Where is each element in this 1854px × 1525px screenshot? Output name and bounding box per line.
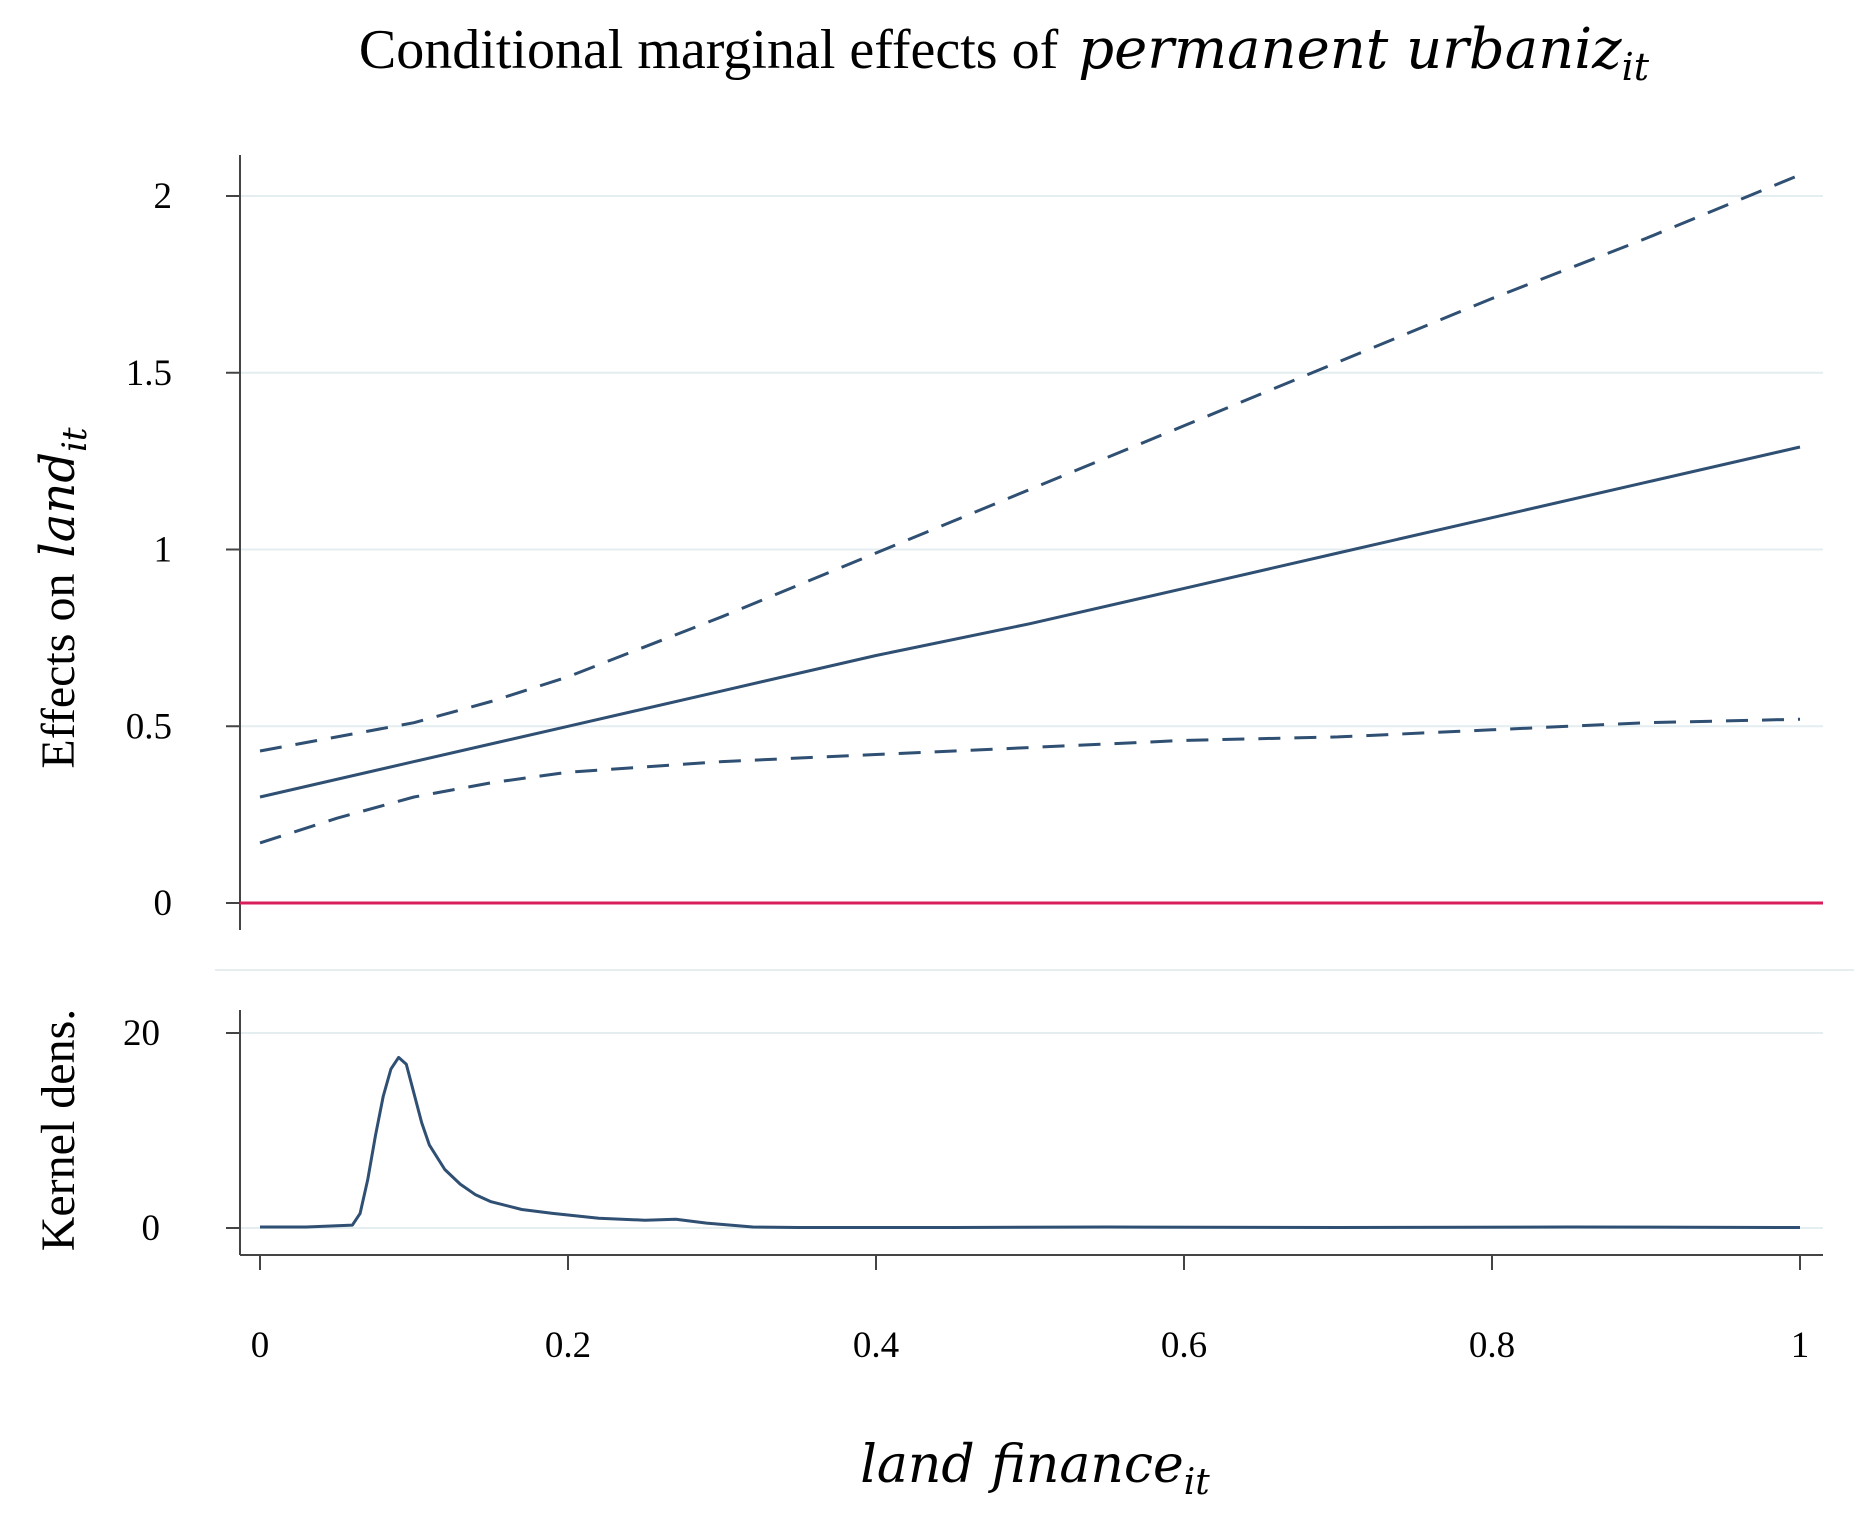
density-y-tick-label: 0: [142, 1208, 161, 1249]
effects-y-axis-title: Effects on landit: [30, 427, 95, 769]
effects-y-tick-label: 2: [154, 176, 173, 217]
density-series: [260, 1055, 1801, 1229]
kernel-density-panel: 0 20 0 0.2 0.4 0.6 0.8 1 Kernel dens. land fin…: [32, 1009, 1823, 1503]
title-plain: Conditional marginal effects of: [359, 19, 1059, 81]
x-axis-subscript: it: [1184, 1462, 1211, 1503]
effects-panel: 0 0.5 1 1.5 2 Effects on landit: [30, 155, 1823, 930]
chart-title-text: Conditional marginal effects of permanent…: [359, 17, 1650, 89]
x-ticks: 0 0.2 0.4 0.6 0.8 1: [251, 1255, 1810, 1366]
density-y-tick-label: 20: [123, 1013, 160, 1054]
kernel-density-line: [260, 1055, 1801, 1229]
density-y-axis-title: Kernel dens.: [32, 1009, 85, 1252]
effects-y-math: land: [30, 452, 86, 558]
x-axis-math: land finance: [860, 1435, 1184, 1495]
effects-gridlines: [240, 195, 1823, 728]
density-y-ticks: 0 20: [123, 1013, 240, 1249]
title-math: permanent urbaniz: [1078, 17, 1622, 82]
x-tick-label: 0: [251, 1325, 270, 1366]
x-tick-label: 0.8: [1469, 1325, 1515, 1366]
effects-series: [259, 173, 1801, 845]
chart-title: Conditional marginal effects of permanent…: [359, 17, 1650, 89]
effects-y-tick-label: 0: [154, 883, 173, 924]
x-tick-label: 0.6: [1161, 1325, 1207, 1366]
x-tick-label: 1: [1791, 1325, 1810, 1366]
x-tick-label: 0.4: [853, 1325, 899, 1366]
confidence-bound-line: [259, 717, 1801, 845]
density-gridlines: [240, 1032, 1823, 1229]
effects-y-tick-label: 0.5: [126, 706, 172, 747]
marginal-effect-line: [259, 445, 1801, 799]
x-axis-title: land financeit: [860, 1435, 1210, 1503]
effects-y-tick-label: 1: [154, 530, 173, 571]
effects-y-tick-label: 1.5: [126, 353, 172, 394]
effects-y-plain: Effects on: [32, 574, 85, 769]
effects-y-ticks: 0 0.5 1 1.5 2: [126, 176, 240, 924]
confidence-bound-line: [259, 173, 1801, 753]
x-tick-label: 0.2: [545, 1325, 591, 1366]
title-subscript: it: [1622, 45, 1650, 89]
effects-y-subscript: it: [55, 427, 95, 452]
